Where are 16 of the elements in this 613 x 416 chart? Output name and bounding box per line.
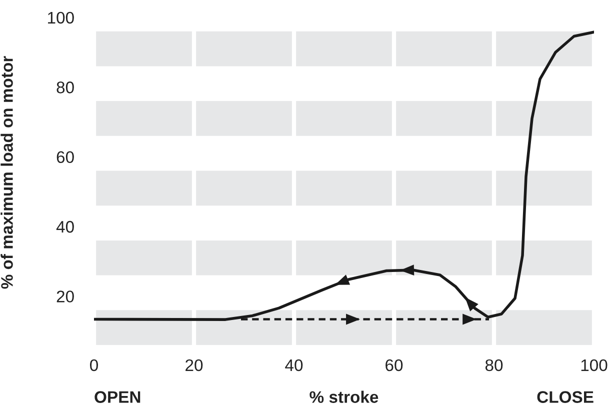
y-tick-label: 60: [56, 151, 74, 164]
x-tick-label: 80: [485, 359, 503, 372]
x-tick-label: 60: [386, 359, 403, 372]
text: CLOSE: [537, 391, 594, 403]
text: OPEN: [94, 391, 140, 403]
y-tick-label: 40: [56, 220, 74, 233]
x-tick-label: 40: [285, 359, 303, 372]
y-tick-label: 100: [48, 12, 74, 24]
y-tick-label: 20: [56, 290, 74, 302]
x-axis-title: % stroke: [310, 390, 378, 403]
line-series: [94, 30, 594, 321]
x-tick-label: 20: [186, 359, 203, 372]
y-tick-label: 80: [56, 82, 74, 94]
x-tick-label: 100: [581, 359, 608, 372]
y-axis-title: % of maximum load on motor: [0, 56, 13, 289]
x-tick-label: 0: [90, 359, 98, 372]
